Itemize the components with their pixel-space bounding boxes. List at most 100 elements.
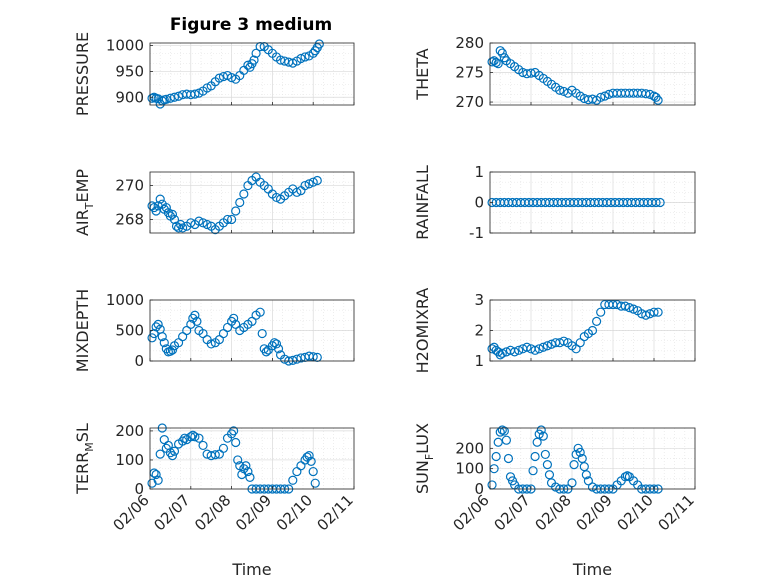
y-tick-label: 280 <box>455 34 484 52</box>
y-tick-label: 100 <box>455 460 484 478</box>
x-axis-label: Time <box>231 560 271 579</box>
data-point <box>153 475 163 485</box>
data-point <box>190 432 200 442</box>
data-point <box>312 175 322 186</box>
data-point <box>214 73 224 83</box>
data-point <box>239 189 249 199</box>
data-point <box>493 59 503 69</box>
x-tick-label: 02/11 <box>655 491 698 534</box>
y-axis-label: H2OMIXRA <box>413 288 432 374</box>
data-point <box>536 425 546 435</box>
subplot-theta: 270 275 280 THETA <box>413 34 696 111</box>
data-point <box>493 437 503 447</box>
data-point <box>596 92 606 102</box>
y-tick-label: 270 <box>115 177 144 195</box>
data-point <box>575 447 585 457</box>
y-tick-label: 270 <box>455 93 484 111</box>
data-point <box>271 339 282 349</box>
y-axis-label: THETA <box>413 48 432 100</box>
data-point <box>314 39 324 49</box>
data-point <box>542 460 553 470</box>
data-point <box>600 91 610 101</box>
data-point <box>192 316 202 326</box>
data-point <box>235 197 245 208</box>
data-point <box>151 469 161 480</box>
data-point <box>261 347 271 357</box>
y-tick-label: 275 <box>455 64 484 82</box>
data-point <box>624 303 635 313</box>
x-tick-label: 02/10 <box>273 491 316 534</box>
data-point <box>503 453 514 464</box>
data-point <box>222 214 233 225</box>
y-axis-label: PRESSURE <box>73 32 92 116</box>
figure-title: Figure 3 medium <box>170 15 332 35</box>
data-point <box>198 440 208 451</box>
data-point <box>655 197 665 208</box>
data-point <box>198 218 208 228</box>
data-point <box>229 426 239 436</box>
data-point <box>538 342 548 352</box>
data-point <box>202 219 212 230</box>
y-tick-label: -1 <box>469 224 484 242</box>
y-tick-label: 268 <box>115 210 144 228</box>
data-point <box>288 475 298 485</box>
data-point <box>161 202 171 213</box>
data-point <box>178 436 188 446</box>
data-point <box>651 197 661 208</box>
data-point <box>231 437 241 448</box>
data-point <box>651 92 661 102</box>
data-point <box>569 460 579 470</box>
data-point <box>575 338 585 348</box>
data-point <box>155 449 165 459</box>
x-tick-label: 02/07 <box>150 491 193 534</box>
data-point <box>310 478 320 488</box>
y-tick-label: 0 <box>134 480 144 498</box>
data-point <box>581 470 591 480</box>
data-point <box>243 466 253 477</box>
data-point <box>169 446 180 456</box>
axes-frame <box>489 427 696 490</box>
data-point <box>167 345 178 355</box>
subplot-rainfall: -1 0 1 RAINFALL <box>413 163 696 242</box>
y-tick-label: 950 <box>115 62 144 80</box>
data-point <box>300 180 310 191</box>
data-point <box>157 332 167 342</box>
data-point <box>501 435 511 445</box>
data-point <box>241 461 251 471</box>
data-point <box>641 310 651 320</box>
data-point <box>245 472 255 482</box>
data-point <box>577 453 587 464</box>
data-point <box>583 476 594 486</box>
data-point <box>243 60 253 70</box>
y-tick-label: 0 <box>134 352 144 370</box>
data-point <box>538 431 548 441</box>
y-tick-label: 2 <box>474 322 484 340</box>
data-point <box>147 333 157 343</box>
data-point <box>275 55 286 65</box>
data-point <box>180 433 190 443</box>
y-axis-label: TERRMSL <box>73 423 96 495</box>
data-point <box>169 214 180 225</box>
data-point <box>178 223 188 233</box>
y-axis-label: SUNFLUX <box>413 423 436 494</box>
y-axis-label: AIRTEMP <box>73 169 96 236</box>
data-point <box>641 89 651 99</box>
data-point <box>542 341 553 351</box>
y-tick-label: 0 <box>474 480 484 498</box>
data-point <box>653 307 663 317</box>
subplot-h2omixra: 1 2 3 H2OMIXRA <box>413 288 696 374</box>
data-point <box>530 451 540 462</box>
data-point <box>534 344 544 354</box>
data-point <box>161 94 171 104</box>
axes-frame <box>149 42 355 106</box>
data-point <box>304 450 314 461</box>
data-point <box>532 437 542 447</box>
x-tick-label: 02/06 <box>110 491 153 534</box>
data-point <box>596 307 606 317</box>
x-tick-label: 02/10 <box>614 491 657 534</box>
data-point <box>300 52 310 62</box>
data-point <box>555 85 565 95</box>
y-tick-label: 0 <box>474 194 484 212</box>
